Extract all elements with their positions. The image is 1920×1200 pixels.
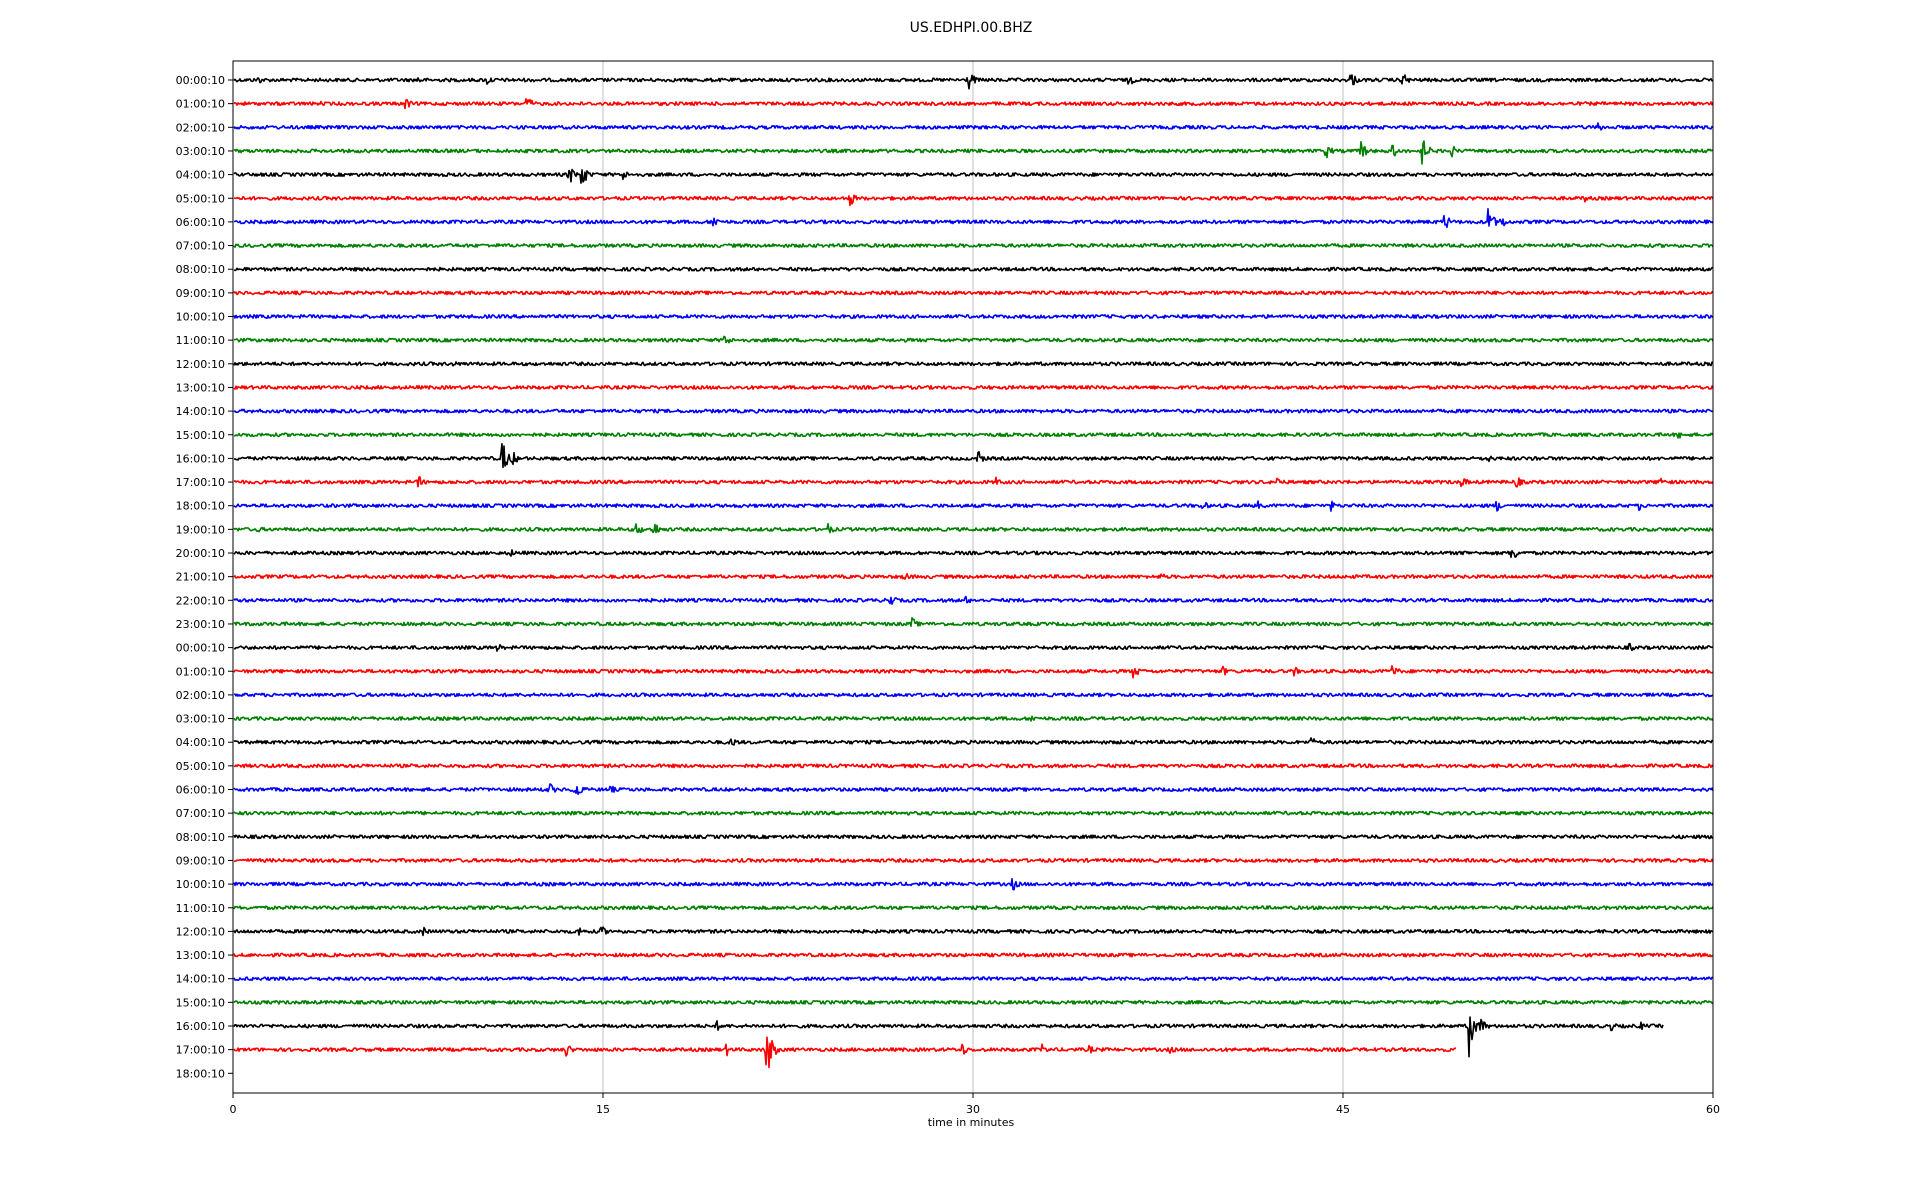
seismic-trace-row-20 (233, 549, 1714, 559)
row-time-label: 00:00:10 (176, 74, 225, 87)
row-time-label: 06:00:10 (176, 216, 225, 229)
seismic-trace-row-32 (233, 834, 1714, 840)
seismic-trace-row-18 (233, 500, 1714, 512)
seismic-trace-row-38 (233, 976, 1714, 982)
traces (233, 74, 1714, 1069)
row-time-label: 21:00:10 (176, 571, 225, 584)
row-time-label: 03:00:10 (176, 145, 225, 158)
row-time-label: 16:00:10 (176, 452, 225, 465)
seismic-trace-row-7 (233, 243, 1714, 248)
row-time-label: 15:00:10 (176, 996, 225, 1009)
seismic-trace-row-26 (233, 692, 1714, 698)
seismic-trace-row-28 (233, 737, 1714, 746)
row-time-label: 03:00:10 (176, 713, 225, 726)
row-time-label: 17:00:10 (176, 476, 225, 489)
seismic-trace-row-23 (233, 617, 1714, 627)
seismic-trace-row-34 (233, 878, 1714, 891)
x-tick-label: 45 (1336, 1103, 1350, 1116)
seismic-trace-row-29 (233, 763, 1714, 769)
x-tick-label: 60 (1706, 1103, 1720, 1116)
seismic-trace-row-24 (233, 642, 1714, 652)
x-tick-label: 15 (596, 1103, 610, 1116)
seismic-trace-row-5 (233, 194, 1714, 207)
seismic-trace-row-2 (233, 122, 1714, 131)
row-time-label: 04:00:10 (176, 736, 225, 749)
row-time-label: 18:00:10 (176, 500, 225, 513)
seismic-trace-row-4 (233, 168, 1714, 184)
row-time-label: 06:00:10 (176, 784, 225, 797)
row-time-label: 11:00:10 (176, 902, 225, 915)
chart-title: US.EDHPI.00.BHZ (909, 20, 1033, 36)
row-time-label: 07:00:10 (176, 240, 225, 253)
row-time-label: 17:00:10 (176, 1044, 225, 1057)
row-time-label: 09:00:10 (176, 287, 225, 300)
row-time-label: 12:00:10 (176, 925, 225, 938)
row-time-label: 13:00:10 (176, 949, 225, 962)
row-time-label: 01:00:10 (176, 98, 225, 111)
row-time-label: 04:00:10 (176, 169, 225, 182)
seismic-trace-row-40 (233, 1016, 1664, 1058)
seismic-trace-row-16 (234, 443, 1714, 469)
row-time-label: 05:00:10 (176, 760, 225, 773)
seismic-trace-row-33 (233, 858, 1714, 863)
row-time-label: 23:00:10 (176, 618, 225, 631)
row-time-label: 02:00:10 (176, 689, 225, 702)
row-time-label: 01:00:10 (176, 665, 225, 678)
seismic-trace-row-21 (233, 573, 1714, 580)
seismic-trace-row-15 (234, 432, 1714, 439)
seismic-trace-row-1 (233, 98, 1714, 110)
x-axis-label: time in minutes (927, 1116, 1015, 1129)
row-time-label: 00:00:10 (176, 642, 225, 655)
seismic-trace-row-11 (233, 335, 1714, 344)
row-time-label: 15:00:10 (176, 429, 225, 442)
row-time-label: 19:00:10 (176, 523, 225, 536)
seismic-trace-row-31 (233, 810, 1714, 816)
row-time-label: 09:00:10 (176, 854, 225, 867)
seismic-trace-row-0 (233, 74, 1714, 90)
row-time-label: 07:00:10 (176, 807, 225, 820)
row-time-label: 08:00:10 (176, 263, 225, 276)
seismic-trace-row-3 (233, 140, 1714, 165)
seismic-trace-row-41 (233, 1036, 1457, 1069)
seismic-trace-row-6 (233, 208, 1714, 229)
seismic-trace-row-14 (233, 408, 1714, 414)
seismic-trace-row-36 (233, 926, 1714, 937)
row-time-label: 10:00:10 (176, 878, 225, 891)
seismic-trace-row-12 (233, 361, 1714, 367)
row-time-label: 22:00:10 (176, 594, 225, 607)
row-time-label: 13:00:10 (176, 381, 225, 394)
y-tick-labels: 00:00:10 01:00:10 02:00:10 03:00:10 04:00:10… (176, 74, 233, 1080)
row-time-label: 12:00:10 (176, 358, 225, 371)
seismic-trace-row-25 (233, 665, 1714, 679)
row-time-label: 05:00:10 (176, 192, 225, 205)
seismic-trace-row-9 (233, 290, 1714, 296)
seismic-trace-row-22 (233, 595, 1714, 605)
row-time-label: 14:00:10 (176, 973, 225, 986)
seismic-trace-row-35 (233, 905, 1714, 911)
row-time-label: 08:00:10 (176, 831, 225, 844)
row-time-label: 11:00:10 (176, 334, 225, 347)
seismic-trace-row-13 (233, 385, 1714, 390)
row-time-label: 14:00:10 (176, 405, 225, 418)
row-time-label: 02:00:10 (176, 121, 225, 134)
row-time-label: 10:00:10 (176, 311, 225, 324)
seismic-trace-row-27 (233, 715, 1714, 722)
seismic-trace-row-37 (233, 952, 1714, 958)
seismic-trace-row-10 (233, 314, 1714, 319)
row-time-label: 16:00:10 (176, 1020, 225, 1033)
x-tick-label: 30 (966, 1103, 980, 1116)
seismic-trace-row-39 (233, 999, 1714, 1005)
seismic-trace-row-30 (233, 783, 1714, 796)
seismic-trace-row-17 (233, 476, 1714, 488)
row-time-label: 18:00:10 (176, 1067, 225, 1080)
seismic-trace-row-19 (233, 522, 1714, 534)
x-tick-label: 0 (230, 1103, 237, 1116)
seismic-trace-row-8 (233, 266, 1714, 272)
x-tick-labels: 0 15 30 45 60 (230, 1093, 1720, 1116)
row-time-label: 20:00:10 (176, 547, 225, 560)
